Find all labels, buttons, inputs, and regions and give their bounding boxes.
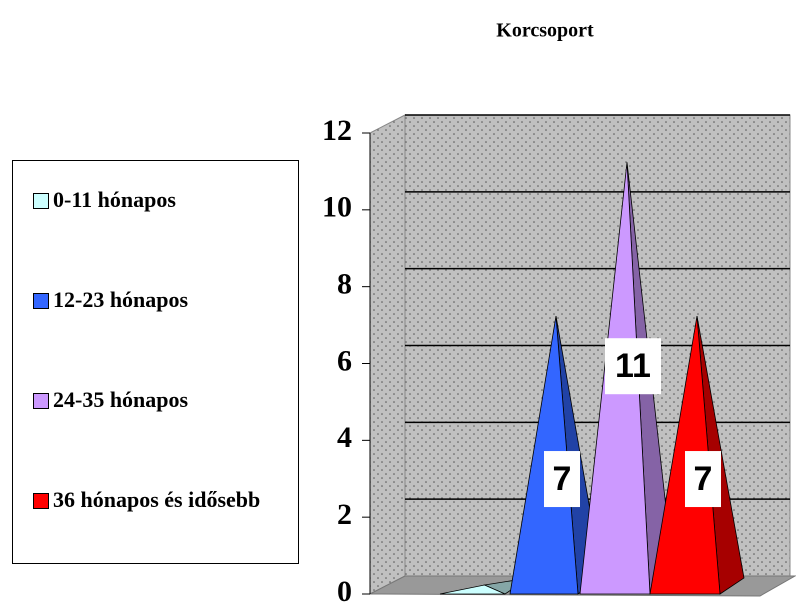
legend-swatch (33, 193, 49, 209)
data-label-box (605, 338, 661, 395)
y-tick-label: 2 (337, 498, 352, 531)
y-tick-label: 4 (337, 421, 352, 454)
y-tick-label: 6 (337, 344, 352, 377)
y-tick-label: 8 (337, 268, 352, 301)
pyramid-front (439, 584, 506, 595)
chart-title: Korcsoport (496, 20, 594, 42)
data-label: 11 (615, 347, 651, 385)
y-tick-label: 10 (322, 191, 352, 224)
legend-item: 24-35 hónapos (33, 381, 283, 419)
legend-item: 36 hónapos és idősebb (33, 481, 283, 519)
data-label-box (685, 451, 721, 508)
side-wall (369, 114, 406, 595)
data-label: 7 (694, 460, 713, 498)
legend-item: 12-23 hónapos (33, 281, 283, 319)
legend-swatch (33, 493, 49, 509)
legend-label: 36 hónapos és idősebb (53, 487, 261, 512)
data-label-box (544, 451, 580, 508)
legend-label: 24-35 hónapos (53, 387, 189, 412)
legend-label: 0-11 hónapos (53, 187, 176, 212)
legend-label: 12-23 hónapos (53, 287, 189, 312)
legend: 0-11 hónapos 12-23 hónapos 24-35 hónapos 36… (12, 160, 299, 564)
legend-swatch (33, 393, 49, 409)
legend-item: 0-11 hónapos (33, 181, 283, 219)
y-tick-label: 0 (337, 575, 352, 604)
legend-swatch (33, 293, 49, 309)
data-label: 7 (553, 460, 572, 498)
y-tick-label: 12 (322, 114, 352, 147)
